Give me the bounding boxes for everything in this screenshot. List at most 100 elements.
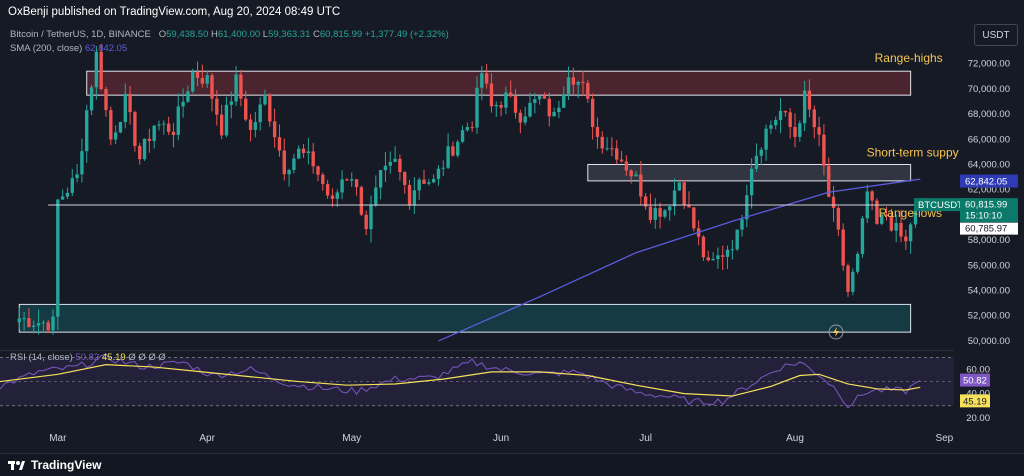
candle-up: [118, 122, 123, 133]
candle-down: [104, 89, 108, 111]
candle-down: [793, 127, 797, 137]
high-label: H: [211, 29, 218, 40]
tradingview-logo[interactable]: TradingView: [8, 458, 101, 472]
change-value: +1,377.49 (+2.32%): [364, 29, 449, 40]
candle-down: [268, 94, 272, 122]
rsi-tick-label: 20.00: [966, 413, 990, 424]
sma-price-tag: 62,842.05: [965, 177, 1007, 188]
rsi-ma-tag-bg: [960, 394, 990, 408]
rsi-label: RSI (14, close): [10, 352, 73, 363]
candle-up: [552, 112, 556, 117]
candle-down: [484, 73, 489, 84]
price-tick-label: 64,000.00: [968, 159, 1010, 170]
candle-down: [330, 195, 335, 199]
candle-down: [682, 182, 686, 206]
rsi-legend[interactable]: RSI (14, close) 50.82 45.19 Ø Ø Ø Ø: [10, 352, 166, 363]
rsi-tag: 50.82: [963, 376, 987, 387]
candle-up: [369, 204, 373, 230]
candle-up: [181, 101, 185, 107]
candle-down: [171, 131, 176, 136]
countdown-tag: 15:10:10: [965, 211, 1002, 222]
tradingview-logo-icon: [8, 461, 25, 470]
candle-down: [581, 81, 585, 84]
candle-down: [701, 236, 706, 258]
candle-down: [831, 196, 836, 208]
time-tick-label: Mar: [49, 433, 67, 444]
time-tick-label: Jul: [639, 433, 652, 444]
candle-up: [176, 106, 180, 136]
candle-up: [446, 146, 450, 168]
candle-up: [605, 148, 609, 150]
candle-up: [730, 249, 735, 251]
open-label: O: [158, 29, 167, 40]
rsi-line: [0, 353, 921, 409]
candle-up: [537, 96, 542, 100]
candle-down: [316, 166, 320, 175]
candle-down: [812, 109, 816, 128]
rsi-tick-label: 60.00: [966, 364, 990, 375]
candle-down: [629, 170, 633, 177]
candle-down: [822, 134, 826, 166]
sma-label: SMA (200, close): [10, 43, 83, 54]
candle-up: [412, 190, 417, 206]
candle-up: [383, 165, 388, 171]
candle-down: [610, 148, 614, 150]
candle-down: [639, 174, 643, 197]
sma-legend[interactable]: SMA (200, close) 62,842.05: [10, 43, 127, 54]
price-tick-label: 56,000.00: [968, 260, 1010, 271]
candle-up: [162, 123, 166, 125]
candle-down: [489, 83, 494, 107]
footer-bar: TradingView: [0, 453, 1024, 476]
candle-down: [817, 127, 821, 135]
candle-up: [22, 318, 26, 320]
candle-up: [224, 104, 229, 136]
candle-up: [523, 116, 527, 123]
candle-down: [783, 110, 788, 113]
candle-down: [272, 121, 277, 138]
candle-up: [735, 229, 739, 250]
price-chart[interactable]: Range-highs Short-term suppy Range-lows …: [0, 0, 1024, 454]
candle-down: [836, 207, 841, 230]
candle-up: [234, 74, 238, 102]
candle-down: [615, 148, 619, 160]
candle-up: [335, 192, 339, 199]
candle-up: [759, 149, 763, 156]
candle-up: [913, 209, 918, 225]
publisher-info: OxBenji published on TradingView.com, Au…: [8, 6, 341, 18]
lightning-icon[interactable]: [828, 324, 844, 340]
candle-down: [807, 90, 812, 110]
candle-up: [851, 271, 855, 292]
candle-down: [518, 112, 523, 123]
candle-up: [113, 132, 118, 140]
candle-down: [321, 174, 325, 185]
candle-up: [441, 167, 445, 169]
line-price-tag: 60,785.97: [965, 224, 1007, 235]
candle-down: [195, 71, 200, 78]
candle-up: [253, 122, 258, 130]
candle-down: [364, 214, 368, 230]
price-tick-label: 52,000.00: [968, 311, 1010, 322]
candle-down: [470, 127, 474, 129]
candle-up: [764, 128, 768, 150]
candle-up: [186, 91, 190, 102]
close-label: C: [313, 29, 320, 40]
candle-up: [157, 124, 161, 126]
candle-up: [436, 168, 441, 179]
candle-down: [547, 98, 551, 117]
candle-down: [624, 161, 629, 171]
candle-up: [653, 208, 657, 220]
candle-up: [32, 325, 36, 327]
candle-up: [894, 222, 898, 231]
symbol-legend: Bitcoin / TetherUS, 1D, BINANCE O59,438.…: [10, 29, 449, 40]
candle-down: [109, 110, 113, 140]
last-price-tag-bg: [960, 198, 1018, 223]
candle-down: [451, 146, 455, 156]
candle-down: [706, 257, 710, 261]
price-tick-label: 54,000.00: [968, 286, 1010, 297]
currency-button[interactable]: USDT: [974, 24, 1018, 46]
candle-up: [94, 51, 99, 88]
candle-up: [769, 125, 773, 129]
candle-up: [557, 107, 561, 113]
candle-down: [311, 151, 315, 167]
candle-down: [403, 172, 407, 185]
